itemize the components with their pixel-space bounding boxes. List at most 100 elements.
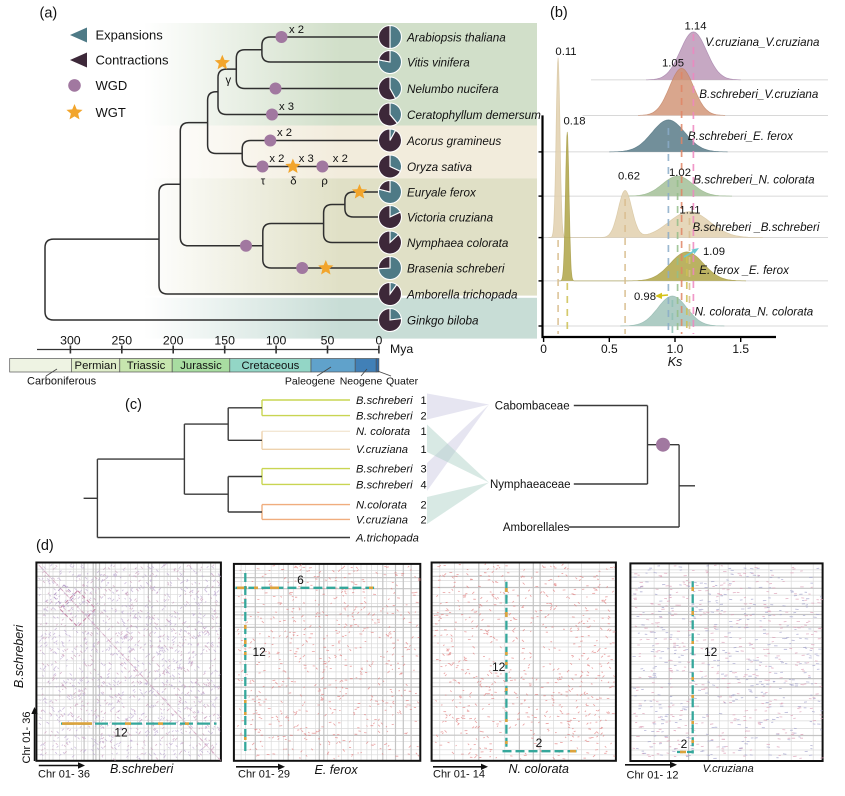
svg-text:γ: γ (226, 75, 232, 87)
svg-text:B.schreberi: B.schreberi (110, 762, 174, 776)
svg-text:(c): (c) (125, 397, 142, 413)
svg-text:0.5: 0.5 (601, 342, 618, 356)
svg-text:Victoria cruziana: Victoria cruziana (407, 211, 494, 224)
svg-text:Carboniferous: Carboniferous (27, 376, 97, 388)
svg-text:N. colorata_N. colorata: N. colorata_N. colorata (695, 306, 814, 319)
svg-text:1.11: 1.11 (679, 205, 700, 217)
svg-text:Ginkgo biloba: Ginkgo biloba (407, 314, 479, 327)
svg-text:(b): (b) (550, 5, 568, 21)
svg-text:6: 6 (297, 573, 304, 587)
svg-text:Permian: Permian (75, 360, 117, 372)
svg-text:Mya: Mya (390, 342, 413, 356)
svg-text:x 3: x 3 (299, 153, 314, 165)
svg-text:0.11: 0.11 (555, 46, 576, 58)
svg-text:1.09: 1.09 (703, 246, 725, 258)
svg-text:B.schreberi: B.schreberi (12, 624, 26, 688)
svg-text:2: 2 (421, 514, 427, 526)
svg-text:12: 12 (492, 660, 506, 674)
svg-text:1: 1 (421, 444, 427, 456)
svg-text:Vitis vinifera: Vitis vinifera (407, 56, 470, 69)
svg-text:Neogene: Neogene (340, 376, 383, 388)
svg-text:Nymphaea colorata: Nymphaea colorata (407, 237, 509, 250)
svg-text:1.0: 1.0 (667, 342, 684, 356)
svg-text:x 2: x 2 (289, 24, 304, 36)
svg-text:2: 2 (536, 736, 543, 750)
svg-text:Quater: Quater (386, 376, 419, 388)
svg-text:3: 3 (421, 464, 427, 476)
svg-text:(a): (a) (40, 6, 58, 22)
svg-text:δ: δ (290, 175, 296, 187)
svg-text:Chr 01- 29: Chr 01- 29 (238, 769, 290, 781)
svg-text:Nymphaeaceae: Nymphaeaceae (490, 479, 571, 491)
svg-text:Triassic: Triassic (127, 360, 166, 372)
svg-text:Contractions: Contractions (96, 53, 169, 68)
svg-text:Cabombaceae: Cabombaceae (495, 400, 570, 412)
svg-text:Expansions: Expansions (96, 28, 164, 43)
svg-text:Nelumbo nucifera: Nelumbo nucifera (407, 83, 499, 96)
svg-text:ρ: ρ (321, 175, 327, 187)
svg-text:0.18: 0.18 (564, 115, 586, 127)
svg-text:Oryza sativa: Oryza sativa (407, 161, 472, 174)
svg-text:B.schreberi: B.schreberi (356, 395, 413, 407)
svg-text:x 2: x 2 (277, 127, 292, 139)
svg-text:1: 1 (421, 395, 427, 407)
svg-text:x 2: x 2 (269, 153, 284, 165)
svg-text:Brasenia schreberi: Brasenia schreberi (407, 262, 505, 275)
svg-text:Cretaceous: Cretaceous (242, 360, 300, 372)
svg-text:Jurassic: Jurassic (180, 360, 222, 372)
svg-text:1.05: 1.05 (662, 58, 684, 70)
svg-text:Ceratophyllum demersum: Ceratophyllum demersum (407, 109, 541, 122)
svg-text:12: 12 (253, 645, 267, 659)
svg-text:B.schreberi_V.cruziana: B.schreberi_V.cruziana (699, 88, 819, 101)
svg-text:x 2: x 2 (333, 153, 348, 165)
svg-text:B.schreberi_E. ferox: B.schreberi_E. ferox (688, 130, 794, 143)
svg-text:Chr 01- 36: Chr 01- 36 (21, 712, 33, 764)
svg-text:N. colorata: N. colorata (509, 762, 569, 776)
svg-text:1: 1 (421, 426, 427, 438)
svg-text:Ks: Ks (668, 355, 683, 369)
svg-text:250: 250 (112, 334, 133, 348)
svg-text:WGT: WGT (96, 105, 126, 120)
svg-text:100: 100 (266, 334, 287, 348)
svg-text:E. ferox _E. ferox: E. ferox _E. ferox (699, 264, 790, 277)
svg-text:12: 12 (704, 645, 718, 659)
svg-text:N.colorata: N.colorata (356, 500, 407, 512)
svg-text:Amborella trichopada: Amborella trichopada (406, 288, 518, 301)
svg-text:0: 0 (375, 334, 382, 348)
svg-text:Chr 01- 12: Chr 01- 12 (627, 770, 679, 782)
svg-text:E. ferox: E. ferox (315, 763, 359, 777)
svg-text:(d): (d) (36, 538, 54, 554)
svg-text:B.schreberi: B.schreberi (356, 411, 413, 423)
svg-text:1.14: 1.14 (685, 21, 707, 33)
svg-text:0: 0 (540, 342, 547, 356)
svg-text:B.schreberi _B.schreberi: B.schreberi _B.schreberi (693, 221, 820, 234)
svg-text:50: 50 (321, 334, 335, 348)
svg-text:1.02: 1.02 (669, 167, 691, 179)
svg-text:Euryale ferox: Euryale ferox (407, 186, 477, 199)
svg-text:B.schreberi_N. colorata: B.schreberi_N. colorata (693, 174, 815, 187)
svg-text:B.schreberi: B.schreberi (356, 464, 413, 476)
svg-text:V.cruziana: V.cruziana (703, 763, 754, 775)
svg-text:Amborellales: Amborellales (503, 522, 570, 534)
svg-text:Chr 01- 14: Chr 01- 14 (433, 769, 485, 781)
svg-text:200: 200 (163, 334, 184, 348)
svg-text:300: 300 (60, 334, 81, 348)
svg-text:Paleogene: Paleogene (285, 376, 335, 388)
svg-text:x 3: x 3 (279, 101, 294, 113)
svg-text:V.cruziana: V.cruziana (356, 514, 408, 526)
svg-text:τ: τ (261, 175, 266, 187)
svg-text:2: 2 (421, 411, 427, 423)
svg-text:Acorus gramineus: Acorus gramineus (406, 135, 501, 148)
svg-text:A.trichopada: A.trichopada (355, 532, 419, 544)
svg-text:2: 2 (421, 500, 427, 512)
svg-text:1.5: 1.5 (732, 342, 749, 356)
svg-text:WGD: WGD (96, 78, 128, 93)
svg-text:N. colorata: N. colorata (356, 426, 410, 438)
svg-text:12: 12 (114, 726, 128, 740)
svg-text:Chr 01- 36: Chr 01- 36 (38, 769, 90, 781)
svg-text:B.schreberi: B.schreberi (356, 479, 413, 491)
svg-text:V.cruziana_V.cruziana: V.cruziana_V.cruziana (705, 36, 820, 49)
svg-text:150: 150 (214, 334, 235, 348)
svg-text:Arabiopsis thaliana: Arabiopsis thaliana (406, 31, 506, 44)
svg-text:V.cruziana: V.cruziana (356, 444, 408, 456)
